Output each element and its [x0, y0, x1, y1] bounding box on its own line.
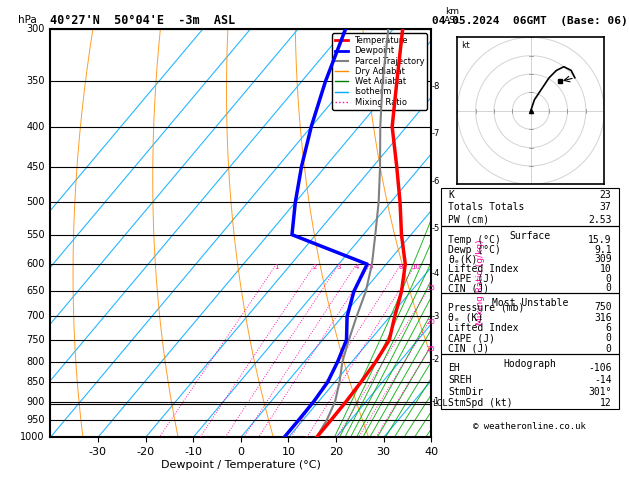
Bar: [441, 293, 619, 354]
Text: -14: -14: [594, 375, 611, 385]
Text: Hodograph: Hodograph: [503, 359, 556, 368]
Text: 8: 8: [399, 264, 403, 270]
Text: 37: 37: [600, 202, 611, 212]
Text: 309: 309: [594, 254, 611, 264]
Text: 850: 850: [26, 377, 45, 387]
Text: 15.9: 15.9: [588, 235, 611, 245]
Text: 301°: 301°: [588, 386, 611, 397]
Text: 2.53: 2.53: [588, 215, 611, 225]
Text: 750: 750: [26, 335, 45, 345]
Text: 0: 0: [606, 274, 611, 284]
Text: Pressure (mb): Pressure (mb): [448, 302, 525, 312]
Text: 550: 550: [26, 230, 45, 240]
Text: 700: 700: [26, 312, 45, 321]
Text: 0: 0: [606, 283, 611, 294]
Text: 23: 23: [600, 190, 611, 200]
Bar: [441, 189, 619, 226]
Text: 25: 25: [426, 346, 435, 352]
X-axis label: Dewpoint / Temperature (°C): Dewpoint / Temperature (°C): [161, 460, 321, 470]
Text: 0: 0: [606, 344, 611, 354]
Text: 316: 316: [594, 312, 611, 323]
Text: -7: -7: [432, 129, 440, 138]
Text: 800: 800: [26, 357, 45, 367]
Text: 350: 350: [26, 76, 45, 87]
Bar: [441, 354, 619, 409]
Text: 950: 950: [26, 415, 45, 425]
Text: Surface: Surface: [509, 231, 550, 241]
Text: Mixing Ratio (g/kg): Mixing Ratio (g/kg): [476, 240, 485, 325]
Text: CIN (J): CIN (J): [448, 344, 489, 354]
Text: CAPE (J): CAPE (J): [448, 274, 495, 284]
Text: © weatheronline.co.uk: © weatheronline.co.uk: [474, 422, 586, 431]
Text: 40°27'N  50°04'E  -3m  ASL: 40°27'N 50°04'E -3m ASL: [50, 14, 236, 27]
Text: StmSpd (kt): StmSpd (kt): [448, 398, 513, 408]
Text: -5: -5: [432, 224, 440, 233]
Text: -4: -4: [432, 269, 440, 278]
Text: Temp (°C): Temp (°C): [448, 235, 501, 245]
Text: θₑ(K): θₑ(K): [448, 254, 477, 264]
Text: -1: -1: [432, 397, 440, 406]
Text: 450: 450: [26, 162, 45, 172]
Text: hPa: hPa: [18, 15, 36, 25]
Title: 04.05.2024  06GMT  (Base: 06): 04.05.2024 06GMT (Base: 06): [432, 16, 628, 26]
Text: -2: -2: [432, 355, 440, 364]
Text: 1000: 1000: [20, 433, 45, 442]
Text: 9.1: 9.1: [594, 244, 611, 255]
Text: 10: 10: [411, 264, 420, 270]
Text: EH: EH: [448, 364, 460, 373]
Text: 5: 5: [368, 264, 372, 270]
Text: km
ASL: km ASL: [443, 7, 460, 25]
Text: StmDir: StmDir: [448, 386, 483, 397]
Text: 3: 3: [337, 264, 341, 270]
Text: -8: -8: [432, 82, 440, 91]
Text: 1: 1: [274, 264, 279, 270]
Text: 400: 400: [26, 122, 45, 132]
Text: CIN (J): CIN (J): [448, 283, 489, 294]
Text: 15: 15: [426, 285, 435, 291]
Text: 12: 12: [600, 398, 611, 408]
Text: Lifted Index: Lifted Index: [448, 323, 518, 333]
Text: 300: 300: [26, 24, 45, 34]
Text: SREH: SREH: [448, 375, 472, 385]
Text: 750: 750: [594, 302, 611, 312]
Text: 10: 10: [600, 264, 611, 274]
Text: 500: 500: [26, 197, 45, 208]
Text: -3: -3: [432, 312, 440, 321]
Text: 650: 650: [26, 286, 45, 296]
Text: 6: 6: [606, 323, 611, 333]
Text: K: K: [448, 190, 454, 200]
Text: -106: -106: [588, 364, 611, 373]
Text: 0: 0: [606, 333, 611, 343]
Bar: [441, 226, 619, 293]
Legend: Temperature, Dewpoint, Parcel Trajectory, Dry Adiabat, Wet Adiabat, Isotherm, Mi: Temperature, Dewpoint, Parcel Trajectory…: [333, 34, 427, 110]
Text: 20: 20: [426, 319, 435, 325]
Text: 900: 900: [26, 397, 45, 407]
Text: Most Unstable: Most Unstable: [492, 298, 568, 308]
Text: Lifted Index: Lifted Index: [448, 264, 518, 274]
Text: CAPE (J): CAPE (J): [448, 333, 495, 343]
Text: θₑ (K): θₑ (K): [448, 312, 483, 323]
Text: Totals Totals: Totals Totals: [448, 202, 525, 212]
Text: 4: 4: [354, 264, 359, 270]
Text: Dewp (°C): Dewp (°C): [448, 244, 501, 255]
Text: LCL: LCL: [432, 399, 447, 408]
Text: PW (cm): PW (cm): [448, 215, 489, 225]
Text: -6: -6: [432, 177, 440, 186]
Text: 600: 600: [26, 259, 45, 269]
Text: 2: 2: [313, 264, 317, 270]
